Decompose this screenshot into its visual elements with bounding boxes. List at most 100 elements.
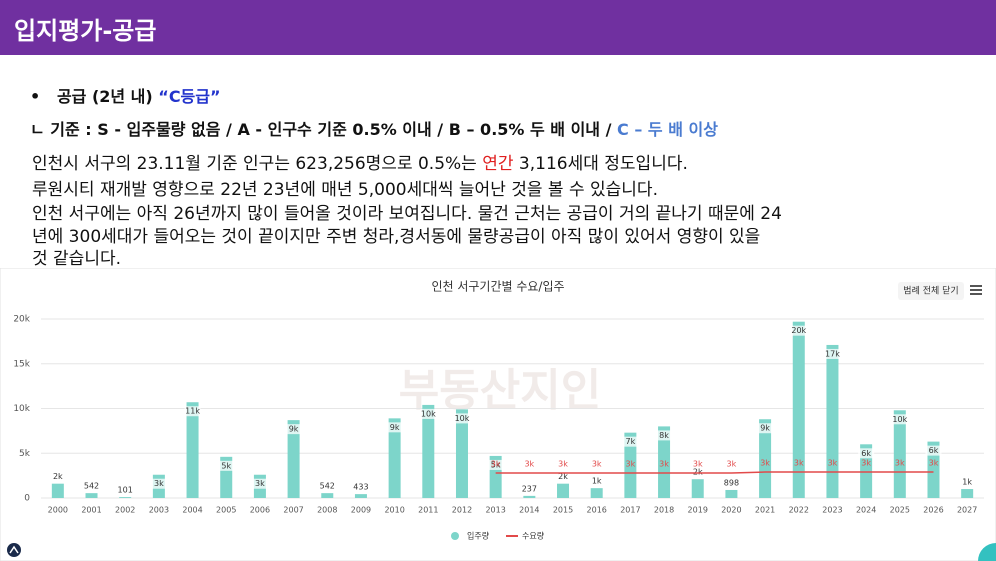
data-label-bg <box>285 424 302 435</box>
paragraph-line: 것 같습니다. <box>32 249 122 269</box>
criteria-line: ㄴ 기준 : S - 입주물량 없음 / A - 인구수 기준 0.5% 이내 … <box>30 116 718 140</box>
data-label-bg <box>352 482 369 493</box>
x-tick-label: 2005 <box>216 506 236 515</box>
x-tick-label: 2003 <box>149 506 169 515</box>
line <box>495 471 934 474</box>
data-label: 3k <box>626 459 636 468</box>
x-tick-label: 2027 <box>957 506 977 515</box>
data-label: 3k <box>693 459 703 468</box>
chart-title: 인천 서구기간별 수요/입주 <box>431 279 564 294</box>
data-label: 5k <box>221 461 231 470</box>
legend-label: 수요량 <box>522 531 545 541</box>
bar <box>658 426 671 498</box>
data-label-bg <box>420 408 437 419</box>
legend-toggle-button[interactable] <box>898 282 964 300</box>
x-tick-label: 2019 <box>688 506 708 515</box>
x-tick-label: 2012 <box>452 506 472 515</box>
corner-badge <box>978 543 996 561</box>
data-label: 2k <box>558 472 568 481</box>
data-label-bg <box>49 471 66 482</box>
data-label-bg <box>184 406 201 417</box>
data-label-bg <box>83 481 100 492</box>
chart: 인천 서구기간별 수요/입주 부동산지인 범례 전체 닫기 05k10k15k2… <box>0 268 996 561</box>
x-tick-label: 2026 <box>923 506 943 515</box>
bar <box>961 489 974 498</box>
bar <box>422 404 435 498</box>
data-label: 9k <box>760 424 770 433</box>
bar <box>590 488 603 498</box>
x-tick-label: 2011 <box>418 506 438 515</box>
x-tick-label: 2014 <box>519 506 539 515</box>
data-label: 3k <box>929 459 939 468</box>
data-label: 542 <box>320 482 335 491</box>
data-label: 6k <box>929 446 939 455</box>
grade: “C등급” <box>158 87 221 106</box>
x-tick-label: 2004 <box>182 506 202 515</box>
data-label-bg <box>453 413 470 424</box>
bar <box>455 409 468 498</box>
criteria-text: ㄴ 기준 : S - 입주물량 없음 / A - 인구수 기준 0.5% 이내 … <box>30 120 618 139</box>
x-tick-label: 2001 <box>81 506 101 515</box>
bar <box>119 497 132 498</box>
bar <box>893 410 906 498</box>
x-tick-label: 2025 <box>890 506 910 515</box>
text: 인천시 서구의 23.11월 기준 인구는 623,256명으로 0.5%는 <box>32 154 483 174</box>
bar <box>927 441 940 498</box>
data-label: 3k <box>255 479 265 488</box>
bar <box>51 483 64 498</box>
menu-icon[interactable] <box>970 285 982 295</box>
x-tick-label: 2013 <box>485 506 505 515</box>
data-label-bg <box>959 477 976 488</box>
data-label: 10k <box>421 409 436 418</box>
bar <box>85 493 98 498</box>
data-label: 3k <box>659 459 669 468</box>
data-label: 10k <box>892 415 907 424</box>
x-tick-label: 2021 <box>755 506 775 515</box>
y-tick-label: 0 <box>24 494 30 504</box>
bar <box>557 483 570 498</box>
data-label: 3k <box>558 459 568 468</box>
x-tick-label: 2016 <box>587 506 607 515</box>
data-label: 6k <box>861 449 871 458</box>
paragraph-line: 년에 300세대가 들어오는 것이 끝이지만 주변 청라,경서동에 물량공급이 … <box>32 227 761 247</box>
data-label: 542 <box>84 482 99 491</box>
data-label-bg <box>117 485 134 496</box>
x-tick-label: 2015 <box>553 506 573 515</box>
bar <box>691 479 704 498</box>
y-tick-label: 15k <box>13 359 30 369</box>
data-label: 17k <box>825 349 840 358</box>
data-label: 898 <box>724 478 739 487</box>
data-label: 9k <box>289 425 299 434</box>
x-tick-label: 2023 <box>822 506 842 515</box>
data-label: 3k <box>491 459 501 468</box>
x-tick-label: 2018 <box>654 506 674 515</box>
data-label: 3k <box>154 479 164 488</box>
data-label: 5k <box>491 460 501 469</box>
y-tick-label: 10k <box>13 404 30 414</box>
data-label-bg <box>521 483 538 494</box>
y-tick-label: 5k <box>19 449 31 459</box>
bullet-line: • 공급 (2년 내) “C등급” <box>30 87 221 106</box>
data-label: 10k <box>455 414 470 423</box>
header: 입지평가-공급 <box>0 0 996 55</box>
bar <box>725 489 738 498</box>
data-label-bg <box>656 430 673 441</box>
x-tick-label: 2017 <box>620 506 640 515</box>
data-label: 433 <box>353 483 368 492</box>
criteria-highlight: C – 두 배 이상 <box>617 120 718 139</box>
data-label-bg <box>555 471 572 482</box>
paragraph-line: 인천시 서구의 23.11월 기준 인구는 623,256명으로 0.5%는 연… <box>32 149 688 174</box>
bar <box>523 495 536 498</box>
data-label: 8k <box>659 431 669 440</box>
text: 3,116세대 정도입니다. <box>513 154 688 174</box>
data-label-bg <box>487 459 504 470</box>
paragraph-line: 루원시티 재개발 영향으로 22년 23년에 매년 5,000세대씩 늘어난 것… <box>32 180 658 200</box>
bar <box>287 420 300 498</box>
data-label-bg <box>723 477 740 488</box>
legend-toggle-label[interactable]: 범례 전체 닫기 <box>903 285 958 297</box>
data-label: 1k <box>592 477 602 486</box>
data-label: 2k <box>53 472 63 481</box>
logo <box>7 543 21 557</box>
data-label: 3k <box>727 459 737 468</box>
data-label: 7k <box>626 437 636 446</box>
